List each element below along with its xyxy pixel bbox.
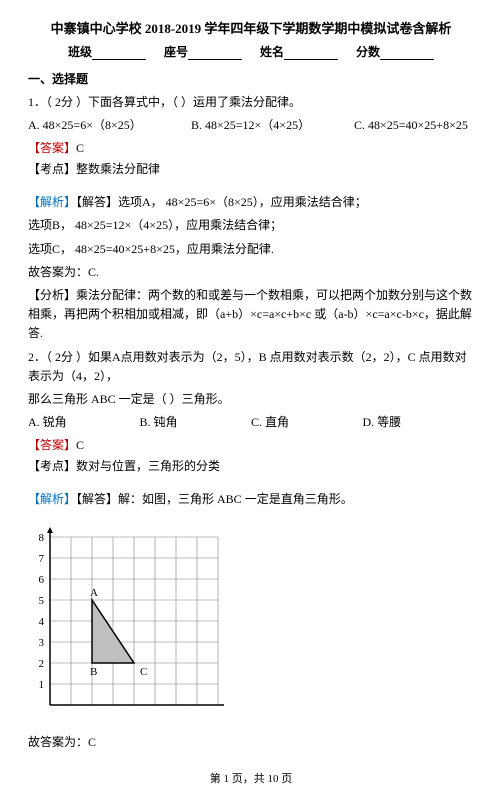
q2-optB: B. 钝角 (140, 413, 252, 430)
q2-optD: D. 等腰 (363, 413, 475, 430)
svg-text:C: C (140, 666, 147, 678)
q2-exp-l1: 【解答】解：如图，三角形 ABC 一定是直角三角形。 (76, 492, 353, 506)
q1-exp-l1: 【解答】选项A， 48×25=6×（8×25），应用乘法结合律； (76, 195, 367, 209)
q1-point: 【考点】整数乘法分配律 (28, 160, 474, 177)
q1-point-val: 整数乘法分配律 (76, 162, 160, 176)
seat-blank (188, 59, 242, 60)
chart-grid: 1 2 3 4 5 6 7 8 A B C (28, 515, 474, 729)
q1-exp1: 【解析】【解答】选项A， 48×25=6×（8×25），应用乘法结合律； (28, 193, 474, 212)
svg-text:1: 1 (39, 679, 45, 691)
svg-text:A: A (90, 587, 98, 599)
q2-point-val: 数对与位置，三角形的分类 (76, 459, 220, 473)
score-label: 分数 (356, 45, 380, 59)
class-blank (92, 59, 146, 60)
name-blank (284, 59, 338, 60)
q1-stem: 1．（ 2分 ）下面各算式中，（ ）运用了乘法分配律。 (28, 93, 474, 112)
class-label: 班级 (68, 45, 92, 59)
page-title: 中寨镇中心学校 2018-2019 学年四年级下学期数学期中模拟试卷含解析 (28, 18, 474, 37)
svg-text:4: 4 (39, 616, 45, 628)
svg-text:8: 8 (39, 532, 45, 544)
q1-answer-val: C (76, 141, 84, 155)
q2-optA: A. 锐角 (28, 413, 140, 430)
svg-text:B: B (90, 666, 97, 678)
q1-options: A. 48×25=6×（8×25） B. 48×25=12×（4×25） C. … (28, 116, 474, 133)
q2-stem-a: 2．（ 2分 ）如果A点用数对表示为（2，5），B 点用数对表示数（2，2），C… (28, 348, 474, 386)
q1-exp4: 故答案为：C. (28, 263, 474, 282)
q2-exp-label: 【解析】 (28, 492, 76, 506)
page-footer: 第 1 页，共 10 页 (28, 770, 474, 786)
q1-optC: C. 48×25=40×25+8×25 (354, 118, 468, 133)
q2-answer-label: 【答案】 (28, 438, 76, 452)
q2-exp2: 故答案为：C (28, 733, 474, 752)
svg-text:3: 3 (39, 637, 45, 649)
name-label: 姓名 (260, 45, 284, 59)
svg-text:6: 6 (39, 574, 45, 586)
svg-text:5: 5 (39, 595, 45, 607)
score-blank (380, 59, 434, 60)
svg-text:2: 2 (39, 658, 45, 670)
section-1-head: 一、选择题 (28, 70, 474, 87)
q2-point-label: 【考点】 (28, 459, 76, 473)
q1-optB: B. 48×25=12×（4×25） (191, 116, 351, 133)
q1-optA: A. 48×25=6×（8×25） (28, 116, 188, 133)
q1-point-label: 【考点】 (28, 162, 76, 176)
q2-answer: 【答案】C (28, 436, 474, 453)
q1-answer: 【答案】C (28, 139, 474, 156)
q2-point: 【考点】数对与位置，三角形的分类 (28, 457, 474, 474)
q2-optC: C. 直角 (251, 413, 363, 430)
q1-analysis: 【分析】乘法分配律：两个数的和或差与一个数相乘，可以把两个加数分别与这个数相乘，… (28, 286, 474, 344)
q1-exp-label: 【解析】 (28, 195, 76, 209)
q2-options: A. 锐角 B. 钝角 C. 直角 D. 等腰 (28, 413, 474, 430)
q1-exp2: 选项B， 48×25=12×（4×25），应用乘法结合律； (28, 216, 474, 235)
q2-exp1: 【解析】【解答】解：如图，三角形 ABC 一定是直角三角形。 (28, 490, 474, 509)
q1-exp3: 选项C， 48×25=40×25+8×25，应用乘法分配律. (28, 240, 474, 259)
svg-text:7: 7 (39, 553, 45, 565)
q2-stem-b: 那么三角形 ABC 一定是（ ）三角形。 (28, 390, 474, 409)
seat-label: 座号 (164, 45, 188, 59)
q2-answer-val: C (76, 438, 84, 452)
fill-row: 班级 座号 姓名 分数 (28, 43, 474, 60)
q1-answer-label: 【答案】 (28, 141, 76, 155)
